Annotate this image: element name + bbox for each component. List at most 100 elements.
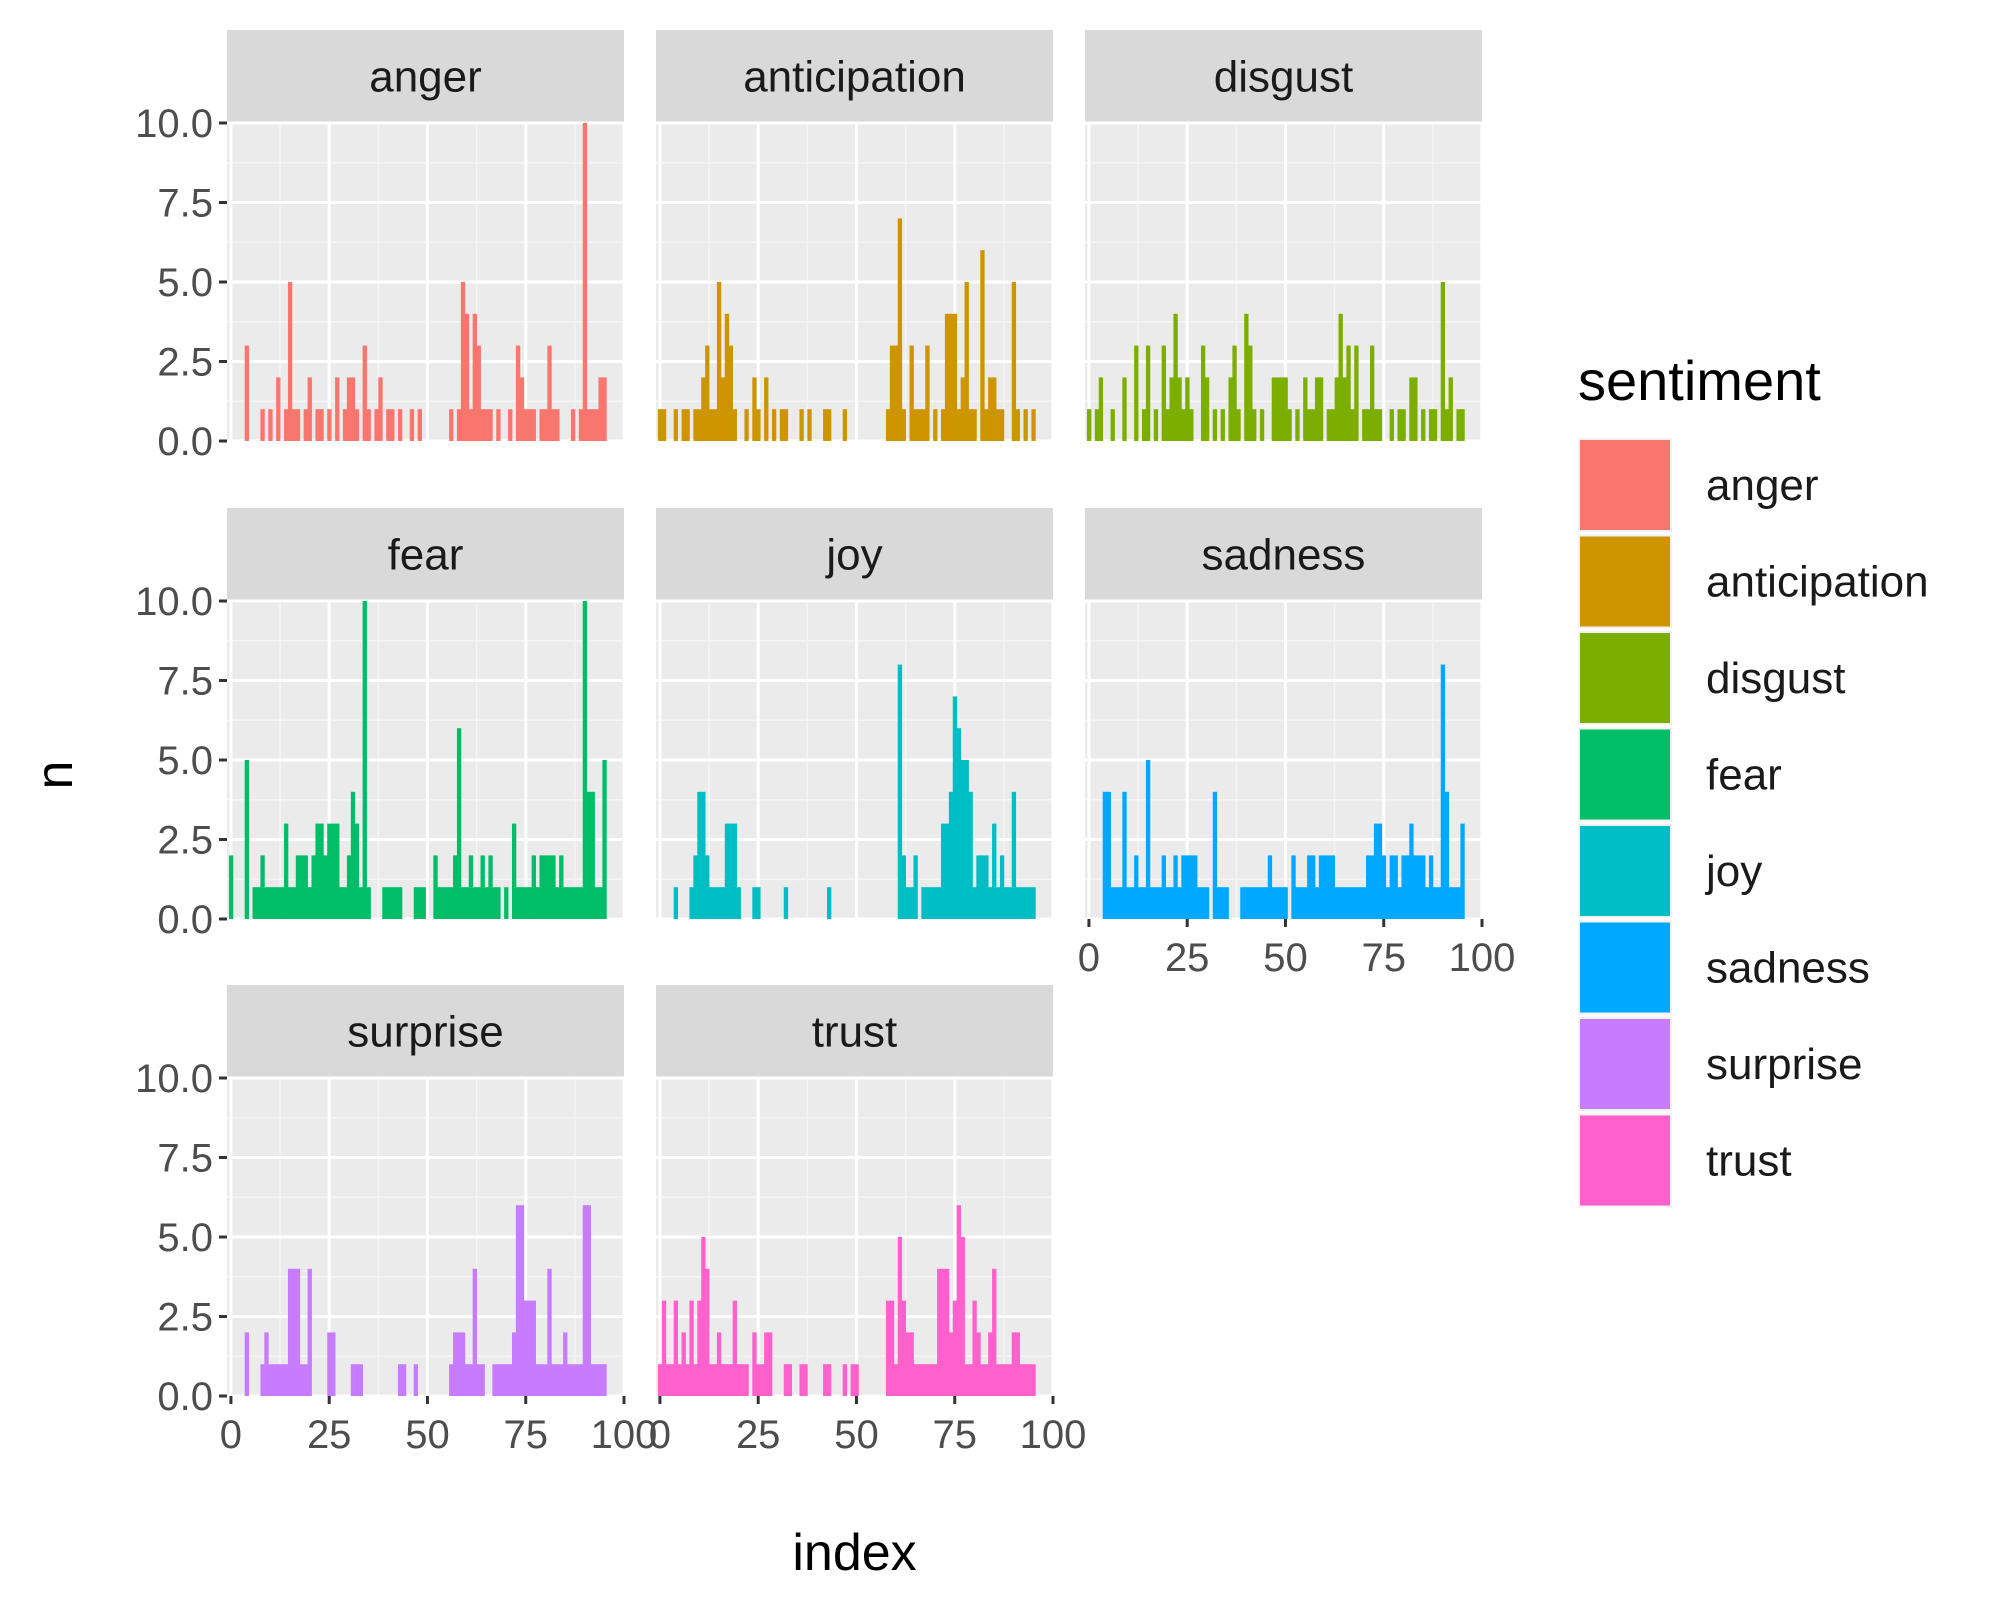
bar xyxy=(535,887,540,919)
bar xyxy=(1409,377,1414,441)
bar xyxy=(940,409,946,441)
bar xyxy=(1346,345,1351,441)
bar xyxy=(842,409,848,441)
bar xyxy=(909,1332,914,1396)
bar xyxy=(421,887,426,919)
bar xyxy=(335,823,340,919)
bar xyxy=(1007,887,1013,919)
bar xyxy=(976,855,981,919)
bar xyxy=(783,409,789,441)
bar xyxy=(386,409,391,441)
bar xyxy=(732,823,737,919)
bar xyxy=(460,282,466,441)
legend: sentiment anger anticipation disgust fear joy… xyxy=(1578,349,1929,1208)
bar xyxy=(244,1332,250,1396)
bar xyxy=(689,887,694,919)
bar xyxy=(1141,887,1147,919)
y-tick-label: 2.5 xyxy=(157,341,213,385)
bar xyxy=(578,409,584,441)
bar xyxy=(547,345,552,441)
bar xyxy=(901,855,906,919)
bar xyxy=(1023,1364,1028,1396)
bar xyxy=(555,409,560,441)
bar xyxy=(1303,887,1308,919)
bar xyxy=(1165,409,1170,441)
bar xyxy=(889,1300,895,1396)
bar xyxy=(1417,855,1422,919)
bar xyxy=(1401,409,1406,441)
bar xyxy=(1161,855,1166,919)
bar xyxy=(287,1268,293,1396)
bar xyxy=(472,1268,477,1396)
bar xyxy=(716,1332,722,1396)
bar xyxy=(917,409,922,441)
bar xyxy=(1110,887,1115,919)
bar xyxy=(417,409,422,441)
bar xyxy=(362,601,367,919)
bar xyxy=(697,1300,702,1396)
bar xyxy=(1377,409,1383,441)
bar xyxy=(1185,377,1190,441)
bar xyxy=(1311,855,1316,919)
bar xyxy=(1267,855,1273,919)
bar xyxy=(744,1364,749,1396)
bar xyxy=(594,409,599,441)
bar xyxy=(716,887,722,919)
bar xyxy=(1252,887,1257,919)
bar xyxy=(335,377,340,441)
bar xyxy=(980,1364,985,1396)
bar xyxy=(472,313,477,441)
bar xyxy=(960,1237,965,1396)
bar xyxy=(972,887,977,919)
bar xyxy=(1432,409,1438,441)
bar xyxy=(307,377,312,441)
legend-label: disgust xyxy=(1706,654,1845,703)
bar xyxy=(850,1364,855,1396)
bar xyxy=(1366,409,1371,441)
bar xyxy=(972,409,977,441)
bar xyxy=(1311,409,1316,441)
bar xyxy=(1023,887,1028,919)
bar xyxy=(488,855,493,919)
bar xyxy=(413,1364,419,1396)
bar xyxy=(925,887,930,919)
bar xyxy=(1448,377,1453,441)
bar xyxy=(531,855,536,919)
bar xyxy=(1283,377,1288,441)
bar xyxy=(807,409,812,441)
bar xyxy=(484,409,489,441)
bar xyxy=(1373,823,1379,919)
facet-panel-trust: trust 0 25 50 75 100 xyxy=(649,985,1086,1457)
bar xyxy=(433,855,438,919)
bar xyxy=(937,1268,942,1396)
bar xyxy=(799,1364,804,1396)
bar xyxy=(933,1364,938,1396)
bar xyxy=(1350,409,1355,441)
bar xyxy=(594,1364,599,1396)
bar xyxy=(295,855,301,919)
bar xyxy=(693,855,698,919)
bar xyxy=(551,1364,556,1396)
bar xyxy=(1212,409,1218,441)
bar xyxy=(472,887,477,919)
bar xyxy=(350,791,356,919)
bar xyxy=(1338,887,1343,919)
bar xyxy=(1177,377,1182,441)
bar xyxy=(968,791,973,919)
bar xyxy=(492,1364,497,1396)
bar xyxy=(996,409,1001,441)
bar xyxy=(728,823,734,919)
bar xyxy=(350,377,356,441)
bar xyxy=(523,409,529,441)
legend-key xyxy=(1580,1019,1670,1109)
bar xyxy=(1444,791,1449,919)
bar xyxy=(913,409,918,441)
bar xyxy=(1165,887,1170,919)
bar xyxy=(752,1332,757,1396)
bar xyxy=(1212,791,1218,919)
bar xyxy=(897,664,903,919)
bar xyxy=(456,728,462,919)
legend-label: sadness xyxy=(1706,944,1870,993)
bar xyxy=(764,1332,769,1396)
